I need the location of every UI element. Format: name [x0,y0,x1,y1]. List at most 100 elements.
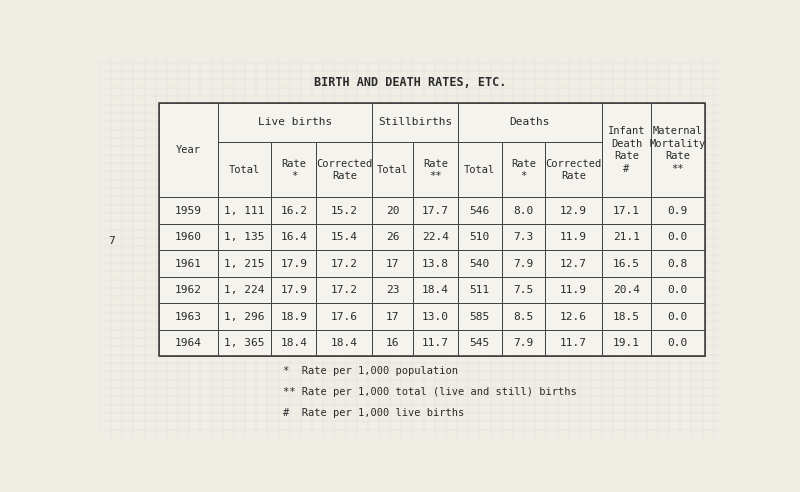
Text: 17.6: 17.6 [331,311,358,322]
Bar [546,197,602,224]
Bar [413,304,458,330]
Text: Maternal
Mortality
Rate
**: Maternal Mortality Rate ** [650,126,706,174]
Text: #  Rate per 1,000 live births: # Rate per 1,000 live births [283,407,464,418]
Bar [602,250,651,277]
Bar [159,197,218,224]
Text: 18.4: 18.4 [422,285,449,295]
Bar [546,142,602,197]
Text: 20: 20 [386,206,399,215]
Text: 11.9: 11.9 [560,285,587,295]
Text: 11.9: 11.9 [560,232,587,242]
Bar [159,304,218,330]
Bar [502,304,546,330]
Text: ** Rate per 1,000 total (live and still) births: ** Rate per 1,000 total (live and still)… [283,387,577,397]
Text: 13.8: 13.8 [422,259,449,269]
Text: 1959: 1959 [175,206,202,215]
Bar [316,304,373,330]
Bar [458,277,502,304]
Bar [413,197,458,224]
Bar [651,224,705,250]
Text: 18.4: 18.4 [280,338,307,348]
Bar [546,224,602,250]
Bar [218,330,271,356]
Bar [271,330,316,356]
Text: 17: 17 [386,311,399,322]
Bar [651,304,705,330]
Bar [316,224,373,250]
Bar [316,250,373,277]
Text: 1, 224: 1, 224 [224,285,265,295]
Text: 17.9: 17.9 [280,259,307,269]
Bar [502,250,546,277]
Text: Stillbirths: Stillbirths [378,118,452,127]
Bar [651,197,705,224]
Bar [218,277,271,304]
Text: 15.2: 15.2 [331,206,358,215]
Bar [373,304,413,330]
Text: 1, 215: 1, 215 [224,259,265,269]
Bar [602,103,651,197]
Text: 15.4: 15.4 [331,232,358,242]
Bar [159,224,218,250]
Bar [458,197,502,224]
Text: 12.9: 12.9 [560,206,587,215]
Text: 20.4: 20.4 [613,285,640,295]
Bar [458,224,502,250]
Bar [546,330,602,356]
Bar [413,142,458,197]
Bar [271,250,316,277]
Bar [602,224,651,250]
Bar [502,142,546,197]
Text: 7.5: 7.5 [514,285,534,295]
Text: 546: 546 [470,206,490,215]
Bar [373,142,413,197]
Bar [218,142,271,197]
Bar [651,250,705,277]
Text: 11.7: 11.7 [422,338,449,348]
Text: 0.0: 0.0 [668,311,688,322]
Text: 1, 111: 1, 111 [224,206,265,215]
Text: 17: 17 [386,259,399,269]
Text: 23: 23 [386,285,399,295]
Text: 13.0: 13.0 [422,311,449,322]
Text: 7.9: 7.9 [514,259,534,269]
Text: 17.9: 17.9 [280,285,307,295]
Text: 17.2: 17.2 [331,285,358,295]
Text: 12.7: 12.7 [560,259,587,269]
Bar [602,197,651,224]
Bar [602,330,651,356]
Bar [159,277,218,304]
Text: 16: 16 [386,338,399,348]
Bar [159,330,218,356]
Text: 12.6: 12.6 [560,311,587,322]
Text: Rate
*: Rate * [511,158,536,181]
Bar [458,103,602,142]
Text: Total: Total [464,165,495,175]
Text: 545: 545 [470,338,490,348]
Text: 16.2: 16.2 [280,206,307,215]
Text: 585: 585 [470,311,490,322]
Bar [271,277,316,304]
Bar [458,250,502,277]
Text: 0.8: 0.8 [668,259,688,269]
Text: 16.5: 16.5 [613,259,640,269]
Bar [651,103,705,197]
Bar [159,103,705,356]
Text: 0.0: 0.0 [668,285,688,295]
Text: 7.3: 7.3 [514,232,534,242]
Text: 510: 510 [470,232,490,242]
Bar [413,330,458,356]
Bar [218,103,373,142]
Text: 18.9: 18.9 [280,311,307,322]
Text: 1962: 1962 [175,285,202,295]
Bar [316,277,373,304]
Bar [271,304,316,330]
Bar [373,224,413,250]
Text: 1961: 1961 [175,259,202,269]
Bar [502,197,546,224]
Text: 26: 26 [386,232,399,242]
Text: 1960: 1960 [175,232,202,242]
Text: 0.9: 0.9 [668,206,688,215]
Text: 8.5: 8.5 [514,311,534,322]
Text: Total: Total [229,165,260,175]
